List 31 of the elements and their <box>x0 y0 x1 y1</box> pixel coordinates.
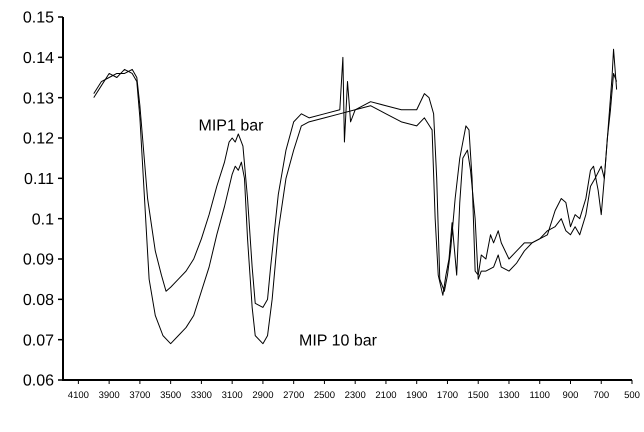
y-tick-label: 0.09 <box>22 252 54 269</box>
x-tick-label: 3500 <box>160 390 182 401</box>
x-tick-label: 3100 <box>222 390 243 401</box>
x-tick-label: 2900 <box>252 390 274 401</box>
annotation: MIP1 bar <box>198 118 264 135</box>
x-tick-label: 700 <box>593 390 610 401</box>
x-tick-label: 2500 <box>314 390 336 401</box>
x-tick-label: 900 <box>562 390 578 401</box>
x-tick-label: 1700 <box>436 390 458 401</box>
x-tick-label: 1500 <box>468 390 489 401</box>
x-tick-label: 1300 <box>498 390 520 401</box>
x-tick-label: 3700 <box>129 390 150 401</box>
x-tick-label: 1900 <box>406 390 428 401</box>
y-tick-label: 0.12 <box>22 130 54 148</box>
y-tick-label: 0.14 <box>22 50 54 67</box>
x-tick-label: 2100 <box>375 390 397 401</box>
y-tick-label: 0.1 <box>32 211 54 228</box>
y-tick-label: 0.06 <box>22 372 54 390</box>
x-tick-label: 3900 <box>98 390 120 401</box>
x-tick-label: 3300 <box>190 390 212 401</box>
y-tick-label: 0.15 <box>22 10 54 27</box>
x-tick-label: 1100 <box>530 390 550 401</box>
annotation: MIP 10 bar <box>299 332 378 350</box>
y-tick-label: 0.08 <box>22 292 54 309</box>
x-tick-label: 4100 <box>68 390 89 401</box>
y-tick-label: 0.11 <box>24 170 54 188</box>
y-tick-label: 0.07 <box>22 332 54 350</box>
y-tick-label: 0.13 <box>22 90 54 108</box>
x-tick-label: 2700 <box>283 390 304 401</box>
x-tick-label: 2300 <box>344 390 366 401</box>
x-tick-label: 500 <box>624 390 640 401</box>
